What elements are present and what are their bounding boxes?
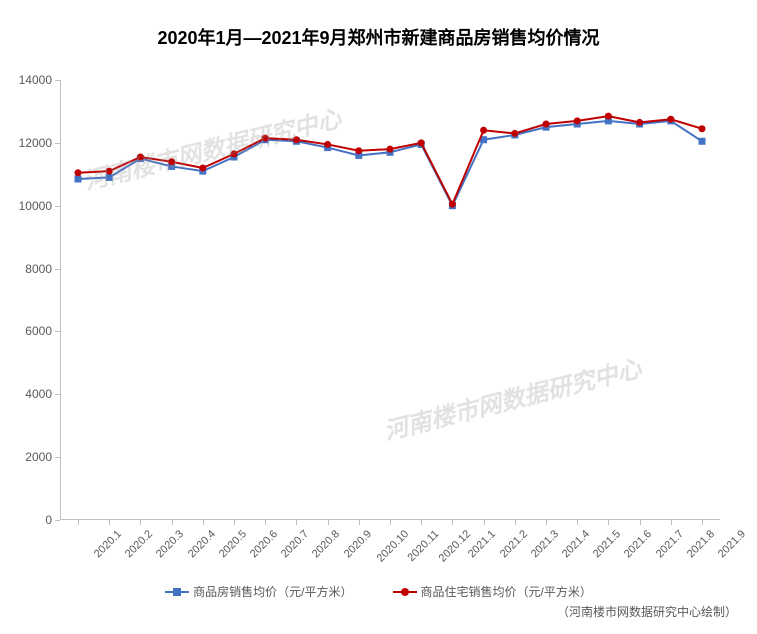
data-marker bbox=[387, 146, 394, 153]
y-tick-mark bbox=[55, 80, 60, 81]
y-tick-mark bbox=[55, 331, 60, 332]
x-tick-label: 2020.11 bbox=[405, 528, 441, 564]
data-marker bbox=[574, 117, 581, 124]
x-tick-label: 2021.7 bbox=[653, 528, 685, 560]
legend-item: 商品住宅销售均价（元/平方米） bbox=[393, 583, 592, 600]
legend-swatch bbox=[393, 591, 417, 593]
y-tick-label: 14000 bbox=[7, 73, 52, 87]
chart-title: 2020年1月—2021年9月郑州市新建商品房销售均价情况 bbox=[0, 0, 757, 50]
data-marker bbox=[106, 174, 113, 181]
data-marker bbox=[137, 154, 144, 161]
data-marker bbox=[605, 113, 612, 120]
data-marker bbox=[667, 116, 674, 123]
x-tick-label: 2020.1 bbox=[92, 528, 124, 560]
x-tick-label: 2021.9 bbox=[716, 528, 748, 560]
y-tick-label: 6000 bbox=[7, 324, 52, 338]
data-marker bbox=[293, 136, 300, 143]
y-tick-label: 8000 bbox=[7, 262, 52, 276]
y-tick-mark bbox=[55, 394, 60, 395]
x-tick-label: 2020.6 bbox=[248, 528, 280, 560]
y-tick-label: 12000 bbox=[7, 136, 52, 150]
data-marker bbox=[75, 169, 82, 176]
x-tick-label: 2021.8 bbox=[685, 528, 717, 560]
data-marker bbox=[199, 165, 206, 172]
y-tick-mark bbox=[55, 520, 60, 521]
legend-label: 商品住宅销售均价（元/平方米） bbox=[421, 583, 592, 600]
data-marker bbox=[106, 168, 113, 175]
legend-label: 商品房销售均价（元/平方米） bbox=[193, 583, 352, 600]
y-tick-label: 2000 bbox=[7, 450, 52, 464]
y-axis: 02000400060008000100001200014000 bbox=[10, 80, 60, 520]
data-marker bbox=[480, 127, 487, 134]
x-tick-label: 2021.2 bbox=[497, 528, 529, 560]
y-tick-label: 10000 bbox=[7, 199, 52, 213]
x-tick-label: 2020.4 bbox=[185, 528, 217, 560]
legend-swatch bbox=[165, 591, 189, 593]
legend: 商品房销售均价（元/平方米） 商品住宅销售均价（元/平方米） bbox=[0, 583, 757, 600]
y-tick-mark bbox=[55, 206, 60, 207]
x-tick-label: 2021.6 bbox=[622, 528, 654, 560]
legend-marker-icon bbox=[173, 588, 181, 596]
lines-svg bbox=[60, 80, 720, 520]
x-tick-label: 2020.8 bbox=[310, 528, 342, 560]
x-tick-label: 2020.9 bbox=[341, 528, 373, 560]
x-tick-label: 2020.5 bbox=[217, 528, 249, 560]
x-tick-label: 2020.10 bbox=[374, 528, 411, 565]
data-marker bbox=[543, 121, 550, 128]
x-tick-label: 2020.3 bbox=[154, 528, 186, 560]
y-tick-mark bbox=[55, 143, 60, 144]
data-marker bbox=[262, 135, 269, 142]
data-marker bbox=[418, 139, 425, 146]
x-tick-label: 2021.3 bbox=[529, 528, 561, 560]
legend-item: 商品房销售均价（元/平方米） bbox=[165, 583, 352, 600]
y-tick-label: 4000 bbox=[7, 387, 52, 401]
x-axis-labels: 2020.12020.22020.32020.42020.52020.62020… bbox=[60, 522, 720, 572]
data-marker bbox=[231, 150, 238, 157]
x-tick-label: 2021.5 bbox=[591, 528, 623, 560]
data-marker bbox=[355, 147, 362, 154]
data-marker bbox=[449, 201, 456, 208]
data-marker bbox=[636, 119, 643, 126]
y-tick-mark bbox=[55, 457, 60, 458]
chart-plot-area: 02000400060008000100001200014000 bbox=[60, 80, 720, 520]
legend-marker-icon bbox=[401, 588, 409, 596]
data-marker bbox=[324, 141, 331, 148]
data-marker bbox=[699, 138, 706, 145]
data-marker bbox=[699, 125, 706, 132]
x-tick-label: 2021.4 bbox=[560, 528, 592, 560]
data-marker bbox=[168, 158, 175, 165]
x-tick-label: 2020.12 bbox=[437, 528, 474, 565]
x-tick-label: 2020.7 bbox=[279, 528, 311, 560]
y-tick-mark bbox=[55, 269, 60, 270]
data-marker bbox=[511, 130, 518, 137]
attribution: （河南楼市网数据研究中心绘制） bbox=[557, 603, 737, 620]
y-tick-label: 0 bbox=[7, 513, 52, 527]
data-marker bbox=[75, 176, 82, 183]
x-tick-label: 2021.1 bbox=[466, 528, 498, 560]
x-tick-label: 2020.2 bbox=[123, 528, 155, 560]
